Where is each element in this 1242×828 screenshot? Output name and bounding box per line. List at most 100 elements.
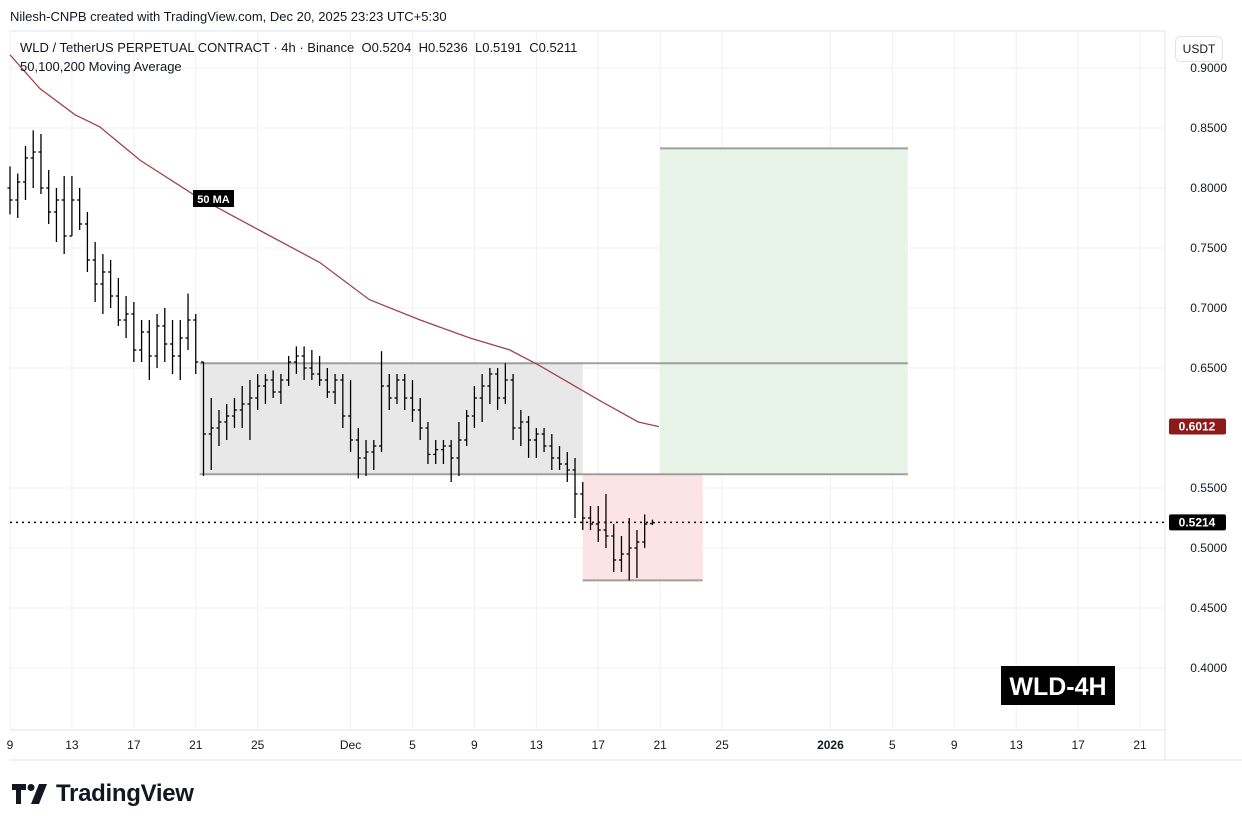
ohlc-bar (170, 320, 176, 374)
ohlc-bar (286, 356, 292, 386)
ohlc-bar (38, 134, 44, 194)
ma-value-badge (1169, 418, 1226, 435)
price-tick-label: 0.9000 (1190, 61, 1227, 75)
ohlc-bar (177, 320, 183, 380)
range-box (199, 363, 583, 475)
ohlc-bar (108, 260, 114, 308)
time-tick-label: 21 (189, 738, 203, 752)
ohlc-bar (247, 380, 253, 440)
currency-button[interactable]: USDT (1175, 36, 1223, 62)
time-tick-label: 5 (409, 738, 416, 752)
price-tick-label: 0.8500 (1190, 121, 1227, 135)
time-tick-label: 9 (471, 738, 478, 752)
ohlc-bar (417, 398, 423, 440)
drawing-boxes (199, 147, 908, 582)
ohlc-bar (30, 130, 36, 188)
time-tick-label: 17 (1071, 738, 1085, 752)
price-tick-label: 0.6500 (1190, 361, 1227, 375)
ohlc-bar (255, 374, 261, 410)
ohlc-open: O0.5204 (361, 40, 412, 55)
ohlc-bar (224, 404, 230, 440)
labels: 0.5214 0.6012 50 MA WLD-4H (10, 190, 1226, 705)
ohlc-bar (69, 176, 75, 237)
ohlc-bar (371, 440, 377, 470)
time-tick-label: 9 (951, 738, 958, 752)
ohlc-bar (115, 278, 121, 326)
ohlc-bar (239, 386, 245, 428)
time-tick-label: 5 (889, 738, 896, 752)
ohlc-high: H0.5236 (418, 40, 468, 55)
ohlc-bar (595, 506, 601, 542)
ohlc-bar (84, 212, 90, 272)
ohlc-bar (448, 440, 454, 482)
ohlc-bar (588, 506, 593, 530)
grid (9, 30, 1166, 731)
ohlc-bars (7, 130, 655, 581)
ohlc-bar (131, 302, 137, 362)
tradingview-logo-icon (12, 784, 47, 804)
ohlc-bar (278, 374, 284, 404)
time-tick-label: Dec (340, 738, 361, 752)
ohlc-bar (22, 146, 28, 200)
last-price-badge (1169, 514, 1226, 531)
price-tick-label: 0.7000 (1190, 301, 1227, 315)
ohlc-bar (7, 166, 13, 215)
ohlc-low: L0.5191 (474, 40, 522, 55)
time-tick-label: 2026 (817, 738, 844, 752)
ohlc-bar (440, 440, 446, 464)
ohlc-bar (216, 410, 222, 446)
price-tick-label: 0.5000 (1190, 541, 1227, 555)
ohlc-bar (317, 356, 323, 386)
ohlc-bar (502, 363, 508, 404)
last-price-value: 0.5214 (1179, 515, 1216, 529)
ohlc-bar (572, 458, 578, 518)
time-tick-label: 13 (65, 738, 79, 752)
ohlc-bar (634, 530, 640, 578)
annotation-text: WLD-4H (1009, 673, 1106, 701)
ohlc-bar (433, 440, 439, 464)
price-tick-label: 0.8000 (1190, 181, 1227, 195)
ohlc-bar (611, 524, 617, 572)
ohlc-bar (464, 410, 470, 446)
chart-credit: Nilesh-CNPB created with TradingView.com… (10, 9, 447, 24)
ohlc-bar (379, 351, 385, 452)
ohlc-bar (262, 374, 268, 404)
ohlc-bar (46, 170, 52, 224)
symbol-legend: WLD / TetherUS PERPETUAL CONTRACT · 4h ·… (20, 40, 577, 55)
ma-value: 0.6012 (1179, 420, 1216, 434)
ohlc-bar (201, 361, 206, 476)
logo-text: TradingView (56, 780, 194, 807)
indicator-legend[interactable]: 50,100,200 Moving Average (20, 59, 182, 74)
time-tick-label: 21 (653, 738, 667, 752)
ohlc-bar (293, 346, 299, 374)
ohlc-close: C0.5211 (529, 40, 578, 55)
ohlc-bar (348, 380, 354, 452)
ohlc-bar (92, 242, 98, 302)
ohlc-bar (363, 440, 369, 476)
ohlc-bar (541, 428, 547, 452)
ohlc-bar (162, 308, 168, 362)
time-tick-label: 17 (127, 738, 141, 752)
time-tick-label: 17 (592, 738, 606, 752)
ohlc-bar (61, 176, 67, 254)
target-box (660, 148, 908, 475)
ohlc-bar (626, 518, 632, 581)
tradingview-logo[interactable]: TradingView (12, 780, 194, 808)
ma-50-line (9, 54, 660, 428)
ohlc-bar (495, 368, 501, 410)
ohlc-bar (409, 380, 415, 422)
ohlc-bar (309, 350, 315, 380)
ohlc-bar (340, 374, 346, 428)
ohlc-bar (487, 368, 493, 404)
ohlc-bar (518, 410, 524, 446)
ohlc-bar (139, 320, 145, 362)
time-tick-label: 21 (1133, 738, 1147, 752)
ohlc-bar (526, 416, 532, 458)
ohlc-bar (402, 374, 408, 410)
moving-average (9, 54, 660, 428)
ohlc-bar (642, 514, 648, 548)
ohlc-bar (324, 368, 330, 398)
ohlc-bar (301, 346, 307, 380)
axes: 0.9000 0.8500 0.8000 0.7500 0.7000 0.6500 0.55… (7, 31, 1242, 761)
